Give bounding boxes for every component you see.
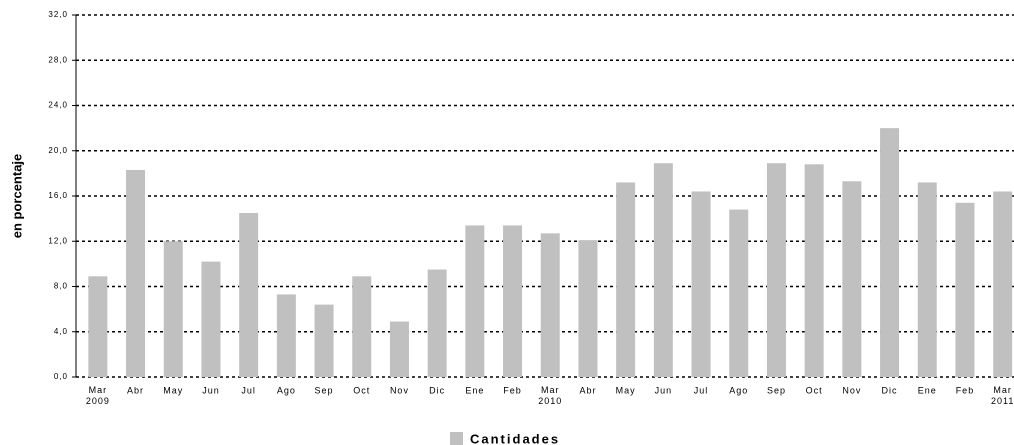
x-tick-label: Oct <box>353 385 370 395</box>
bar <box>88 276 108 377</box>
x-tick-label: Sep <box>767 385 786 395</box>
bar <box>804 164 824 377</box>
bar <box>540 233 560 377</box>
y-tick-label: 16,0 <box>48 191 68 200</box>
bar <box>653 163 673 377</box>
bar <box>352 276 372 377</box>
bar <box>314 304 334 377</box>
legend-label: Cantidades <box>470 431 560 445</box>
y-tick-label: 12,0 <box>48 236 68 245</box>
bar <box>465 225 485 377</box>
x-tick-label: Nov <box>390 385 409 395</box>
x-tick-label: Abr <box>127 385 144 395</box>
bar <box>766 163 786 377</box>
x-tick-label: Ene <box>465 385 484 395</box>
x-tick-label: Oct <box>806 385 823 395</box>
bar <box>276 294 296 377</box>
x-tick-label: Mar 2009 <box>86 385 110 406</box>
bar <box>126 169 146 377</box>
x-tick-label: Jun <box>202 385 220 395</box>
x-tick-label: Ene <box>918 385 937 395</box>
x-tick-label: Sep <box>315 385 334 395</box>
bar <box>427 269 447 377</box>
x-tick-label: Jul <box>694 385 709 395</box>
bar <box>503 225 523 377</box>
bar <box>880 128 900 377</box>
y-tick-label: 24,0 <box>48 101 68 110</box>
bar <box>917 182 937 377</box>
y-tick-label: 4,0 <box>54 327 68 336</box>
bar <box>993 191 1013 377</box>
x-tick-label: Ago <box>729 385 748 395</box>
y-tick-label: 8,0 <box>54 282 68 291</box>
x-tick-label: Nov <box>842 385 861 395</box>
bar <box>201 261 221 377</box>
x-tick-label: Abr <box>579 385 596 395</box>
x-tick-label: Feb <box>956 385 975 395</box>
x-tick-label: May <box>616 385 636 395</box>
y-tick-label: 28,0 <box>48 55 68 64</box>
x-tick-label: Feb <box>503 385 522 395</box>
y-tick-label: 0,0 <box>54 372 68 381</box>
y-tick-label: 20,0 <box>48 146 68 155</box>
x-tick-label: Jul <box>241 385 256 395</box>
y-tick-label: 32,0 <box>48 10 68 19</box>
bar <box>955 202 975 377</box>
y-axis-title: en porcentaje <box>9 154 24 239</box>
bar <box>239 212 259 377</box>
legend-swatch <box>450 432 463 445</box>
x-tick-label: Jun <box>655 385 673 395</box>
x-tick-label: Dic <box>882 385 898 395</box>
x-tick-label: May <box>163 385 183 395</box>
bar <box>729 209 749 377</box>
x-tick-label: Dic <box>429 385 445 395</box>
bar <box>163 241 183 377</box>
x-tick-label: Ago <box>277 385 296 395</box>
x-tick-label: Mar 2011 <box>991 385 1014 406</box>
bar <box>389 321 409 377</box>
bar <box>691 191 711 377</box>
bar <box>842 181 862 377</box>
bar <box>616 182 636 377</box>
x-tick-label: Mar 2010 <box>538 385 562 406</box>
bar <box>578 240 598 377</box>
